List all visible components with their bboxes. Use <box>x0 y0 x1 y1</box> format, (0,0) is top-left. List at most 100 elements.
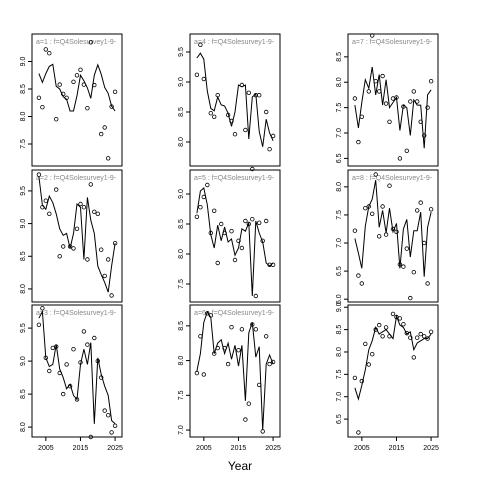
data-point <box>246 221 251 227</box>
data-point <box>239 245 245 251</box>
data-point <box>95 358 100 364</box>
data-point <box>250 322 255 327</box>
strip-label: a=6 : f=Q4Solesurvey1-9- <box>194 310 275 317</box>
data-point <box>425 336 430 341</box>
y-tick-label: 6.5 <box>336 153 343 163</box>
x-tick-label: 2025 <box>107 445 123 452</box>
data-point <box>415 208 420 213</box>
data-point <box>257 220 262 225</box>
panel-2: a=4 : f=Q4Solesurvey1-9- 8.0 8.5 9.0 9.5 <box>178 33 281 172</box>
data-point <box>98 375 104 380</box>
data-point <box>236 348 241 353</box>
data-point <box>264 334 269 339</box>
data-point <box>422 334 427 339</box>
y-tick-label: 8.0 <box>20 112 27 122</box>
data-point <box>98 131 104 137</box>
data-point <box>370 33 375 38</box>
data-point <box>428 329 434 334</box>
y-tick-label: 8.5 <box>20 251 27 261</box>
y-tick-label: 7.0 <box>336 392 343 402</box>
data-point <box>78 67 83 72</box>
x-tick-label: 2005 <box>354 445 370 452</box>
series-line <box>38 309 116 425</box>
series-line <box>196 310 274 431</box>
data-point <box>380 334 385 339</box>
strip-label: a=8 : f=Q4Solesurvey1-9- <box>352 175 433 182</box>
panel-frame <box>31 304 123 438</box>
data-point <box>205 182 210 188</box>
data-point <box>387 119 392 124</box>
data-point <box>243 218 248 224</box>
data-point <box>232 131 238 137</box>
data-point <box>397 156 403 161</box>
data-point <box>260 429 265 434</box>
y-tick-label: 6.0 <box>336 294 343 304</box>
data-point <box>415 335 420 340</box>
data-point <box>356 139 361 145</box>
y-tick-label: 9.0 <box>20 57 27 67</box>
data-point <box>81 82 87 87</box>
data-point <box>418 200 423 205</box>
x-tick-label: 2005 <box>196 445 212 452</box>
data-point <box>47 368 52 374</box>
data-point <box>229 325 234 330</box>
data-point <box>54 116 59 122</box>
strip-label: a=3 : f=Q4Solesurvey1-9- <box>36 310 117 317</box>
strip-label: a=7 : f=Q4Solesurvey1-9- <box>352 39 433 46</box>
y-tick-label: 8.5 <box>336 52 343 62</box>
data-point <box>71 246 76 251</box>
y-tick-label: 7.5 <box>20 139 27 149</box>
data-point <box>352 228 358 233</box>
panel-9: 6.5 7.0 7.5 8.0 8.5 9.0 2005 2015 2025 <box>336 302 439 452</box>
data-point <box>88 40 93 45</box>
data-point <box>390 311 396 317</box>
data-point <box>88 434 93 440</box>
data-point <box>352 96 358 101</box>
x-tick-label: 2015 <box>231 445 247 452</box>
data-point <box>92 82 97 88</box>
data-point <box>408 295 413 301</box>
data-point <box>36 172 42 177</box>
data-point <box>267 146 272 152</box>
data-point <box>380 204 385 209</box>
data-point <box>61 244 66 249</box>
data-point <box>81 204 87 210</box>
data-point <box>264 109 269 115</box>
data-point <box>411 89 416 94</box>
y-tick-label: 8.0 <box>336 182 343 192</box>
data-point <box>411 270 416 275</box>
y-tick-label: 9.5 <box>20 186 27 196</box>
data-point <box>85 105 90 111</box>
data-point <box>43 355 48 360</box>
y-tick-label: 9.5 <box>20 323 27 333</box>
data-point <box>425 281 430 286</box>
strip-label: a=4 : f=Q4Solesurvey1-9- <box>194 39 275 46</box>
data-point <box>356 430 361 435</box>
data-point <box>370 211 375 216</box>
data-point <box>109 430 114 435</box>
data-point <box>201 76 206 82</box>
data-point <box>215 345 220 351</box>
data-point <box>352 375 358 381</box>
data-point <box>71 347 76 352</box>
data-point <box>208 313 213 318</box>
panel-7: a=3 : f=Q4Solesurvey1-9- 8.0 8.5 9.0 9.5 2005… <box>20 304 123 452</box>
data-point <box>270 133 276 139</box>
data-point <box>373 78 378 84</box>
panel-frame <box>347 304 439 438</box>
y-tick-label: 8.0 <box>336 347 343 357</box>
data-point <box>377 89 382 94</box>
data-point <box>105 257 111 262</box>
data-point <box>78 360 83 365</box>
y-tick-label: 8.5 <box>20 389 27 399</box>
data-point <box>105 413 111 418</box>
data-point <box>239 82 245 88</box>
data-point <box>92 335 97 341</box>
data-point <box>43 198 48 203</box>
x-axis-title: Year <box>228 459 252 473</box>
data-point <box>36 322 42 327</box>
x-tick-label: 2005 <box>38 445 54 452</box>
y-tick-label: 6.5 <box>336 414 343 424</box>
data-point <box>401 264 406 269</box>
data-point <box>253 293 258 299</box>
